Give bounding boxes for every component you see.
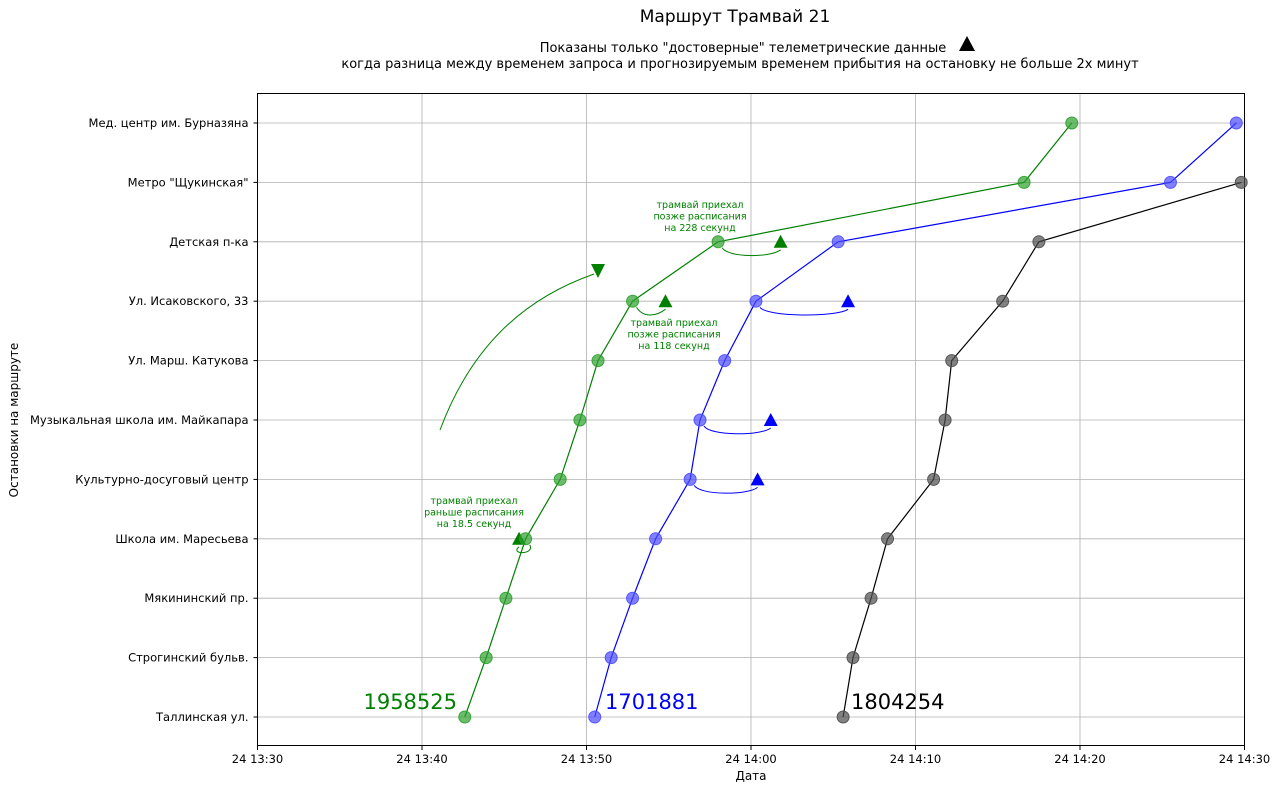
x-tick-label: 24 13:40	[396, 752, 447, 766]
y-tick-label: Таллинская ул.	[155, 710, 248, 724]
data-point	[499, 591, 513, 605]
chart-subtitle-line-2: когда разница между временем запроса и п…	[341, 57, 1139, 72]
data-point	[573, 413, 587, 427]
x-tick-label: 24 13:50	[561, 752, 612, 766]
data-point	[1229, 116, 1243, 130]
x-axis: 24 13:30 24 13:40 24 13:50 24 14:00 24 14:10…	[232, 745, 1270, 766]
data-point	[683, 472, 697, 486]
y-tick-label: Мякининский пр.	[144, 591, 248, 605]
data-point	[1032, 235, 1046, 249]
y-tick-label: Культурно-досуговый центр	[75, 472, 248, 486]
data-point	[649, 532, 663, 546]
y-axis-label: Остановки на маршруте	[7, 343, 21, 498]
chart-subtitle-line-1: Показаны только "достоверные" телеметрич…	[540, 41, 947, 56]
y-tick-label: Мед. центр им. Бурназяна	[89, 116, 249, 130]
y-tick-label: Ул. Марш. Катукова	[128, 354, 248, 368]
annotation-text: позже расписания	[653, 212, 746, 223]
y-tick-label: Музыкальная школа им. Майкапара	[30, 413, 249, 427]
data-point	[588, 710, 602, 724]
data-point	[1065, 116, 1079, 130]
y-tick-label: Метро "Щукинская"	[128, 175, 249, 189]
predicted-arrival-marker	[841, 294, 856, 308]
data-point	[846, 651, 860, 665]
data-point	[626, 294, 640, 308]
annotation-text: раньше расписания	[424, 508, 524, 519]
annotation-text: трамвай приехал	[431, 496, 518, 507]
y-tick-label: Строгинский бульв.	[128, 651, 248, 665]
data-point	[945, 354, 959, 368]
data-point	[1163, 175, 1177, 189]
prediction-arc	[703, 425, 772, 435]
data-point	[831, 235, 845, 249]
annotation-arrow	[439, 273, 595, 431]
annotation-text: на 118 секунд	[638, 341, 710, 352]
x-tick-label: 24 14:20	[1054, 752, 1105, 766]
x-tick-label: 24 14:10	[890, 752, 941, 766]
data-point	[718, 354, 732, 368]
data-point	[1234, 175, 1248, 189]
predicted-arrival-marker	[750, 472, 765, 486]
x-tick-label: 24 14:00	[725, 752, 776, 766]
series: 1958525 1701881 1804254	[363, 116, 1248, 724]
series-1701881: 1701881	[588, 116, 1243, 724]
grid	[257, 93, 1245, 746]
y-tick-label: Ул. Исаковского, 33	[129, 294, 249, 308]
predicted-arrival-marker	[773, 234, 788, 248]
data-point	[836, 710, 850, 724]
x-axis-label: Дата	[735, 769, 766, 783]
series-label: 1804254	[851, 690, 945, 714]
chart-title: Маршрут Трамвай 21	[640, 7, 831, 27]
y-tick-label: Школа им. Маресьева	[115, 532, 248, 546]
data-point	[591, 354, 605, 368]
data-point	[458, 710, 472, 724]
prediction-arc	[759, 306, 849, 316]
series-label: 1701881	[605, 690, 699, 714]
data-point	[881, 532, 895, 546]
series-line	[842, 181, 1242, 718]
data-point	[749, 294, 763, 308]
data-point	[693, 413, 707, 427]
predicted-arrival-marker	[658, 294, 673, 308]
data-point	[711, 235, 725, 249]
data-point	[864, 591, 878, 605]
annotation-text: трамвай приехал	[657, 200, 744, 211]
predicted-arrival-marker	[763, 413, 778, 426]
y-tick-label: Детская п-ка	[169, 235, 248, 249]
data-point	[626, 591, 640, 605]
annotation-arrow-head	[591, 264, 606, 278]
data-point	[996, 294, 1010, 308]
data-point	[938, 413, 952, 427]
series-1958525: 1958525	[363, 116, 1079, 724]
prediction-arc	[693, 485, 758, 494]
y-axis: Таллинская ул. Строгинский бульв. Мякининс…	[30, 116, 258, 724]
annotation-text: на 18.5 секунд	[437, 519, 512, 530]
x-tick-label: 24 14:30	[1219, 752, 1270, 766]
x-tick-label: 24 13:30	[232, 752, 283, 766]
data-point	[1017, 175, 1031, 189]
series-1804254: 1804254	[836, 175, 1248, 724]
data-point	[927, 472, 941, 486]
data-point	[519, 532, 533, 546]
annotation-text: трамвай приехал	[631, 318, 718, 329]
prediction-arc	[636, 306, 666, 316]
series-label: 1958525	[363, 690, 457, 714]
data-point	[479, 651, 493, 665]
data-point	[553, 472, 567, 486]
annotation-text: позже расписания	[627, 330, 720, 341]
data-point	[604, 651, 618, 665]
prediction-arc	[516, 544, 531, 554]
subtitle-triangle-icon	[959, 36, 975, 51]
annotation-text: на 228 секунд	[664, 223, 736, 234]
prediction-arc	[721, 247, 781, 257]
